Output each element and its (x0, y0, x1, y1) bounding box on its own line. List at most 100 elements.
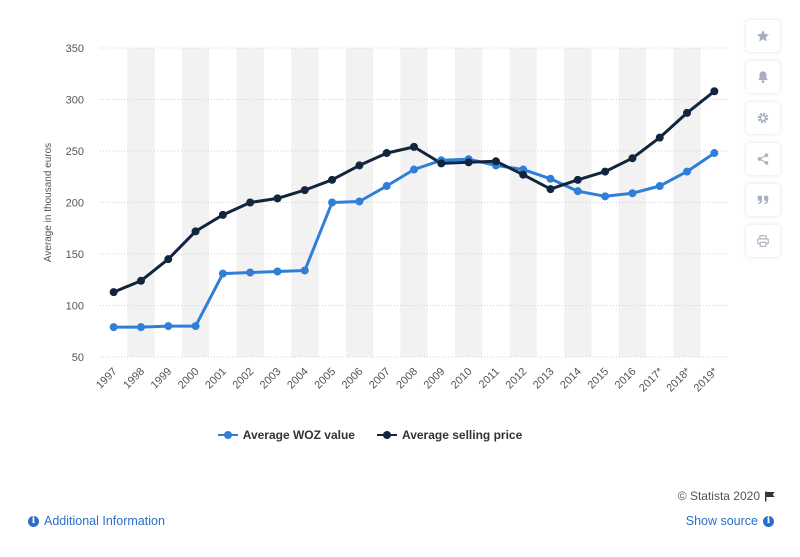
x-tick-label: 2016 (613, 366, 639, 392)
share-button[interactable] (746, 143, 780, 175)
x-tick-label: 2013 (531, 366, 557, 392)
column-band (673, 48, 701, 357)
data-point[interactable] (136, 276, 145, 285)
x-tick-label: 2002 (230, 366, 256, 392)
data-point[interactable] (328, 198, 337, 207)
x-tick-label: 2003 (258, 366, 284, 392)
share-icon (757, 153, 769, 165)
y-tick-label: 350 (66, 43, 84, 55)
data-point[interactable] (437, 159, 446, 168)
x-tick-label: 2010 (449, 366, 475, 392)
chart-area: 50 100 150 200 250 300 350 1997 1998 1999 2000 200… (43, 43, 728, 394)
data-point[interactable] (246, 268, 255, 277)
data-point[interactable] (300, 266, 309, 275)
additional-information-link[interactable]: i Additional Information (28, 514, 165, 528)
data-point[interactable] (382, 182, 391, 191)
data-point[interactable] (218, 210, 227, 219)
settings-button[interactable] (746, 102, 780, 134)
data-point[interactable] (546, 185, 555, 194)
y-tick-label: 150 (66, 249, 84, 261)
y-axis-label: Average in thousand euros (43, 143, 54, 262)
x-tick-label: 1999 (149, 366, 175, 392)
data-point[interactable] (382, 149, 391, 158)
x-tick-label: 2018* (664, 365, 693, 394)
data-point[interactable] (710, 87, 719, 96)
cite-button[interactable] (746, 184, 780, 216)
x-tick-label: 2008 (394, 366, 420, 392)
x-tick-label: 2005 (312, 366, 338, 392)
data-point[interactable] (683, 108, 692, 117)
data-point[interactable] (573, 175, 582, 184)
legend-label: Average selling price (401, 428, 523, 442)
data-point[interactable] (109, 288, 118, 297)
y-tick-label: 200 (66, 198, 84, 210)
x-tick-label: 1998 (121, 366, 147, 392)
credit-text: © Statista 2020 (677, 489, 760, 503)
show-source-label: Show source (685, 514, 758, 528)
data-point[interactable] (491, 157, 500, 166)
quote-icon (757, 195, 769, 205)
x-tick-label: 2009 (422, 366, 448, 392)
x-tick-label: 2007 (367, 366, 393, 392)
data-point[interactable] (191, 227, 200, 236)
print-button[interactable] (746, 225, 780, 257)
x-tick-label: 2001 (203, 366, 229, 392)
x-tick-label: 1997 (94, 366, 120, 392)
legend-item-woz-value[interactable]: Average WOZ value (217, 428, 355, 442)
gear-icon (757, 112, 769, 124)
data-point[interactable] (546, 174, 555, 183)
notification-button[interactable] (746, 61, 780, 93)
info-icon: i (28, 515, 39, 527)
column-band (127, 48, 155, 357)
data-point[interactable] (164, 322, 173, 331)
data-point[interactable] (273, 267, 282, 276)
x-tick-label: 2011 (477, 366, 502, 391)
data-point[interactable] (246, 198, 255, 207)
show-source-link[interactable]: Show source i (686, 514, 774, 528)
data-point[interactable] (136, 323, 145, 332)
y-tick-label: 300 (66, 95, 84, 107)
data-point[interactable] (573, 187, 582, 196)
data-point[interactable] (683, 167, 692, 176)
legend-label: Average WOZ value (242, 428, 355, 442)
data-point[interactable] (601, 192, 610, 201)
data-point[interactable] (410, 142, 418, 151)
x-tick-label: 2017* (637, 365, 666, 394)
data-point[interactable] (464, 158, 473, 167)
data-point[interactable] (655, 133, 664, 142)
y-tick-label: 250 (66, 146, 84, 158)
x-tick-label: 2014 (558, 366, 584, 392)
data-point[interactable] (109, 323, 118, 332)
legend-line-marker (376, 430, 397, 440)
legend-item-selling-price[interactable]: Average selling price (376, 428, 523, 442)
x-tick-label: 2006 (340, 366, 366, 392)
x-tick-label: 2004 (285, 366, 311, 392)
chart-legend: Average WOZ value Average selling price (0, 428, 740, 442)
y-tick-label: 100 (66, 301, 84, 313)
x-tick-label: 2015 (585, 366, 611, 392)
data-point[interactable] (355, 161, 364, 170)
x-tick-label: 2000 (176, 366, 202, 392)
data-point[interactable] (300, 186, 309, 195)
x-tick-label: 2019* (692, 365, 721, 394)
data-point[interactable] (710, 149, 719, 158)
favorite-button[interactable] (746, 20, 780, 52)
data-point[interactable] (655, 182, 664, 191)
data-point[interactable] (328, 175, 337, 184)
data-point[interactable] (410, 165, 418, 174)
column-band (618, 48, 647, 357)
statista-credit[interactable]: © Statista 2020 (678, 489, 776, 503)
data-point[interactable] (355, 197, 364, 206)
data-point[interactable] (601, 167, 610, 176)
data-point[interactable] (218, 269, 227, 278)
column-band (400, 48, 428, 357)
data-point[interactable] (273, 194, 282, 203)
data-point[interactable] (628, 154, 637, 163)
data-point[interactable] (191, 322, 200, 331)
chart-toolbar (746, 20, 780, 257)
data-point[interactable] (519, 170, 528, 179)
data-point[interactable] (628, 189, 637, 198)
data-point[interactable] (164, 255, 173, 264)
column-band (454, 48, 483, 357)
